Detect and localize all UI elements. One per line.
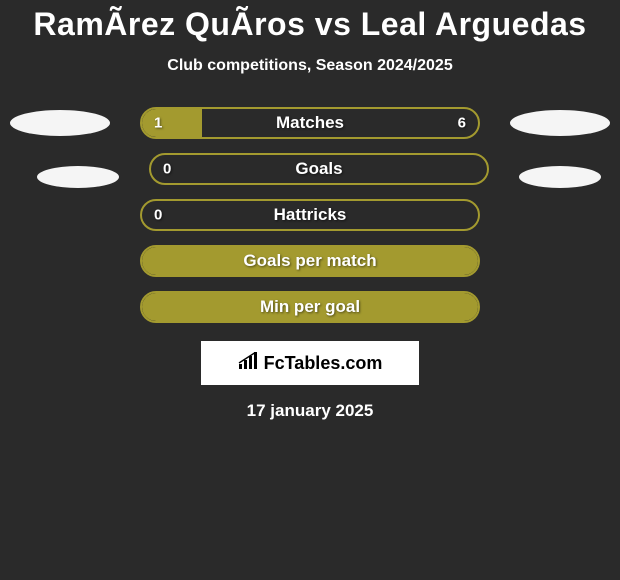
chart-icon xyxy=(238,352,260,375)
player-right-ellipse xyxy=(519,166,601,188)
stat-bar: Goals per match xyxy=(140,245,480,277)
stat-row: Goals per match xyxy=(0,245,620,277)
stat-label: Min per goal xyxy=(142,297,478,317)
attribution-text: FcTables.com xyxy=(238,352,383,375)
attribution-label: FcTables.com xyxy=(264,353,383,374)
player-left-ellipse xyxy=(10,110,110,136)
player-right-ellipse xyxy=(510,110,610,136)
stat-label: Hattricks xyxy=(142,205,478,225)
stat-value-right: 6 xyxy=(458,115,466,132)
stat-bar: 1Matches6 xyxy=(140,107,480,139)
stat-bar: Min per goal xyxy=(140,291,480,323)
page-title: RamÃ­rez QuÃ­ros vs Leal Arguedas xyxy=(0,0,620,43)
stat-label: Goals per match xyxy=(142,251,478,271)
subtitle: Club competitions, Season 2024/2025 xyxy=(0,57,620,75)
stat-row: 1Matches6 xyxy=(0,107,620,139)
stat-label: Matches xyxy=(142,113,478,133)
stat-bar: 0Hattricks xyxy=(140,199,480,231)
attribution-box: FcTables.com xyxy=(201,341,419,385)
player-left-ellipse xyxy=(37,166,119,188)
stat-row: Min per goal xyxy=(0,291,620,323)
stat-label: Goals xyxy=(151,159,487,179)
date: 17 january 2025 xyxy=(0,401,620,421)
stat-row: 0Goals xyxy=(0,153,620,185)
stat-rows: 1Matches6 0Goals 0Hattricks Goals per match… xyxy=(0,107,620,323)
stat-row: 0Hattricks xyxy=(0,199,620,231)
stat-bar: 0Goals xyxy=(149,153,489,185)
